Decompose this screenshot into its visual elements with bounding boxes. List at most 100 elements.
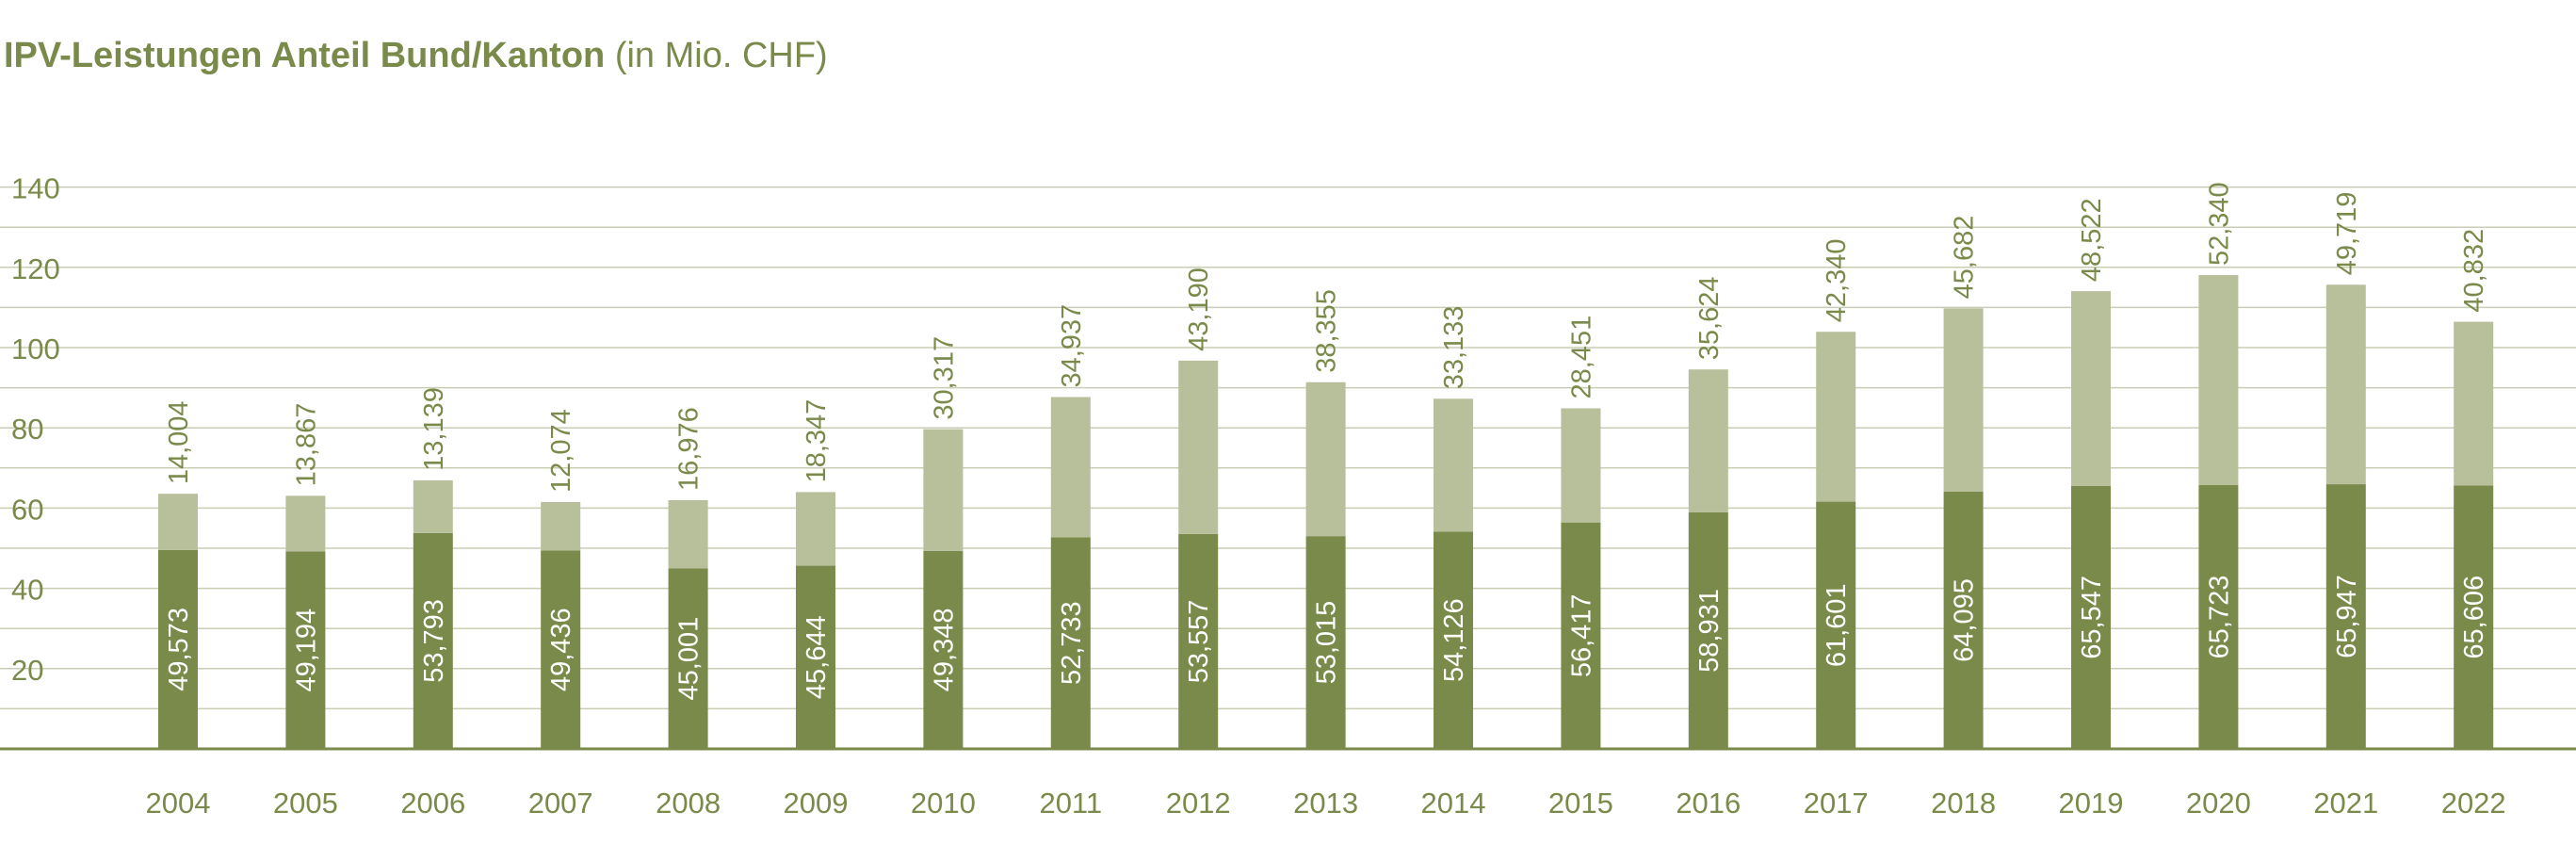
y-tick-label: 40 — [11, 574, 43, 607]
bar-segment — [2071, 291, 2111, 486]
y-tick-label: 60 — [11, 493, 43, 526]
x-tick-label: 2005 — [273, 787, 338, 820]
data-label: 13,867 — [291, 403, 321, 487]
data-label: 49,436 — [546, 608, 576, 691]
x-axis-ticks: 2004 2005 2006 2007 2008 2009 2010 2011 2012 2013… — [146, 787, 2506, 820]
bar-segment — [2325, 284, 2366, 485]
bar-segment — [158, 549, 198, 749]
x-tick-label: 2004 — [146, 787, 211, 820]
data-labels-layer: 49,573 14,004 49,194 13,867 53,793 13,139 49,4… — [164, 182, 2489, 700]
bar-segment — [2071, 485, 2111, 749]
bar-segment — [413, 532, 453, 749]
chart-title: IPV-Leistungen Anteil Bund/Kanton (in Mi… — [4, 36, 828, 76]
x-tick-label: 2009 — [784, 787, 849, 820]
bar-segment — [1305, 381, 1346, 537]
bar-segment — [1561, 522, 1601, 749]
data-label: 53,793 — [419, 599, 449, 683]
data-label: 43,190 — [1184, 268, 1214, 351]
bar-segment — [1688, 369, 1728, 512]
x-tick-label: 2020 — [2186, 787, 2251, 820]
data-label: 65,723 — [2204, 576, 2234, 659]
bar-segment — [1943, 308, 1984, 492]
bar-segment — [1688, 511, 1728, 749]
y-tick-label: 20 — [11, 654, 43, 687]
data-label: 56,417 — [1566, 593, 1596, 677]
x-tick-label: 2007 — [528, 787, 593, 820]
data-label: 18,347 — [802, 399, 832, 483]
data-label: 12,074 — [546, 409, 576, 493]
x-tick-label: 2019 — [2059, 787, 2124, 820]
data-label: 45,682 — [1950, 216, 1980, 300]
data-label: 13,139 — [419, 387, 449, 471]
x-tick-label: 2017 — [1804, 787, 1869, 820]
data-label: 65,606 — [2459, 576, 2489, 659]
x-tick-label: 2006 — [400, 787, 465, 820]
bar-segment — [923, 550, 964, 749]
bar-segment — [2325, 484, 2366, 749]
x-tick-label: 2014 — [1421, 787, 1486, 820]
data-label: 34,937 — [1057, 304, 1087, 388]
data-label: 14,004 — [164, 400, 194, 484]
grid-layer — [0, 186, 2576, 710]
x-tick-label: 2011 — [1039, 787, 1102, 820]
x-tick-label: 2015 — [1548, 787, 1613, 820]
bar-segment — [2454, 485, 2494, 749]
bar-segment — [2454, 321, 2494, 486]
bar-segment — [1434, 531, 1473, 749]
bar-segment — [1178, 360, 1219, 534]
bar-segment — [1816, 332, 1856, 502]
y-tick-label: 140 — [11, 172, 60, 205]
data-label: 40,832 — [2459, 229, 2489, 313]
data-label: 53,557 — [1184, 600, 1214, 684]
data-label: 30,317 — [929, 336, 959, 420]
x-tick-label: 2016 — [1676, 787, 1741, 820]
data-label: 52,733 — [1057, 601, 1087, 685]
data-label: 16,976 — [674, 407, 705, 491]
data-label: 35,624 — [1694, 276, 1725, 360]
x-tick-label: 2013 — [1293, 787, 1358, 820]
data-label: 61,601 — [1822, 583, 1852, 667]
data-label: 28,451 — [1566, 316, 1596, 399]
y-axis-ticks: 20 40 60 80 100 120 140 — [11, 172, 60, 687]
bar-segment — [923, 429, 964, 551]
data-label: 54,126 — [1439, 598, 1469, 682]
data-label: 49,348 — [929, 609, 959, 692]
bar-segment — [1816, 501, 1856, 749]
data-label: 49,194 — [291, 609, 321, 692]
bar-segment — [668, 568, 708, 749]
bar-segment — [2198, 275, 2239, 486]
chart-title-main: IPV-Leistungen Anteil Bund/Kanton — [4, 36, 606, 75]
data-label: 65,947 — [2332, 575, 2362, 658]
bar-segment — [541, 550, 581, 749]
bar-segment — [796, 565, 835, 749]
data-label: 33,133 — [1439, 306, 1469, 390]
bar-segment — [1943, 491, 1984, 749]
bar-segment — [285, 551, 326, 749]
data-label: 53,015 — [1312, 601, 1342, 685]
data-label: 42,340 — [1822, 239, 1852, 323]
bars-layer — [158, 275, 2494, 749]
y-tick-label: 100 — [11, 333, 60, 365]
bar-segment — [541, 501, 581, 551]
bar-segment — [285, 495, 326, 552]
data-label: 45,644 — [802, 615, 832, 699]
x-tick-label: 2022 — [2441, 787, 2506, 820]
bar-segment — [1178, 533, 1219, 749]
bar-segment — [796, 492, 835, 566]
y-tick-label: 120 — [11, 252, 60, 285]
x-tick-label: 2010 — [911, 787, 976, 820]
data-label: 58,931 — [1694, 589, 1725, 673]
bar-segment — [2198, 485, 2239, 749]
x-tick-label: 2018 — [1931, 787, 1996, 820]
data-label: 49,719 — [2332, 192, 2362, 276]
bar-segment — [413, 479, 453, 533]
x-tick-label: 2012 — [1166, 787, 1231, 820]
y-tick-label: 80 — [11, 413, 43, 446]
bar-segment — [1305, 536, 1346, 749]
bar-segment — [1050, 397, 1091, 538]
bar-segment — [1050, 537, 1091, 749]
bar-segment — [1434, 398, 1473, 532]
data-label: 65,547 — [2077, 576, 2107, 659]
bar-segment — [668, 499, 708, 569]
